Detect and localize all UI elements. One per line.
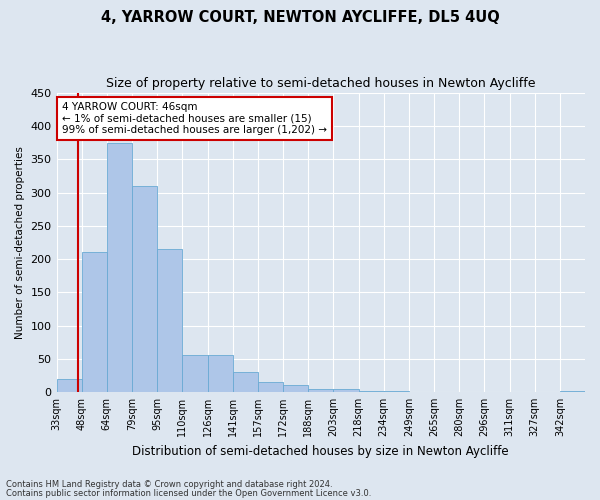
Text: 4 YARROW COURT: 46sqm
← 1% of semi-detached houses are smaller (15)
99% of semi-: 4 YARROW COURT: 46sqm ← 1% of semi-detac… [62, 102, 327, 135]
Text: Contains public sector information licensed under the Open Government Licence v3: Contains public sector information licen… [6, 488, 371, 498]
Y-axis label: Number of semi-detached properties: Number of semi-detached properties [15, 146, 25, 339]
Title: Size of property relative to semi-detached houses in Newton Aycliffe: Size of property relative to semi-detach… [106, 78, 536, 90]
Bar [258, 382, 283, 392]
Bar [233, 372, 258, 392]
Bar [82, 252, 107, 392]
Bar [107, 143, 132, 392]
Bar [283, 386, 308, 392]
Bar [334, 388, 359, 392]
Bar [359, 390, 383, 392]
Bar [182, 356, 208, 392]
Bar [56, 378, 82, 392]
Bar [157, 249, 182, 392]
Bar [560, 390, 585, 392]
Bar [208, 356, 233, 392]
Text: 4, YARROW COURT, NEWTON AYCLIFFE, DL5 4UQ: 4, YARROW COURT, NEWTON AYCLIFFE, DL5 4U… [101, 10, 499, 25]
Text: Contains HM Land Registry data © Crown copyright and database right 2024.: Contains HM Land Registry data © Crown c… [6, 480, 332, 489]
X-axis label: Distribution of semi-detached houses by size in Newton Aycliffe: Distribution of semi-detached houses by … [133, 444, 509, 458]
Bar [308, 388, 334, 392]
Bar [132, 186, 157, 392]
